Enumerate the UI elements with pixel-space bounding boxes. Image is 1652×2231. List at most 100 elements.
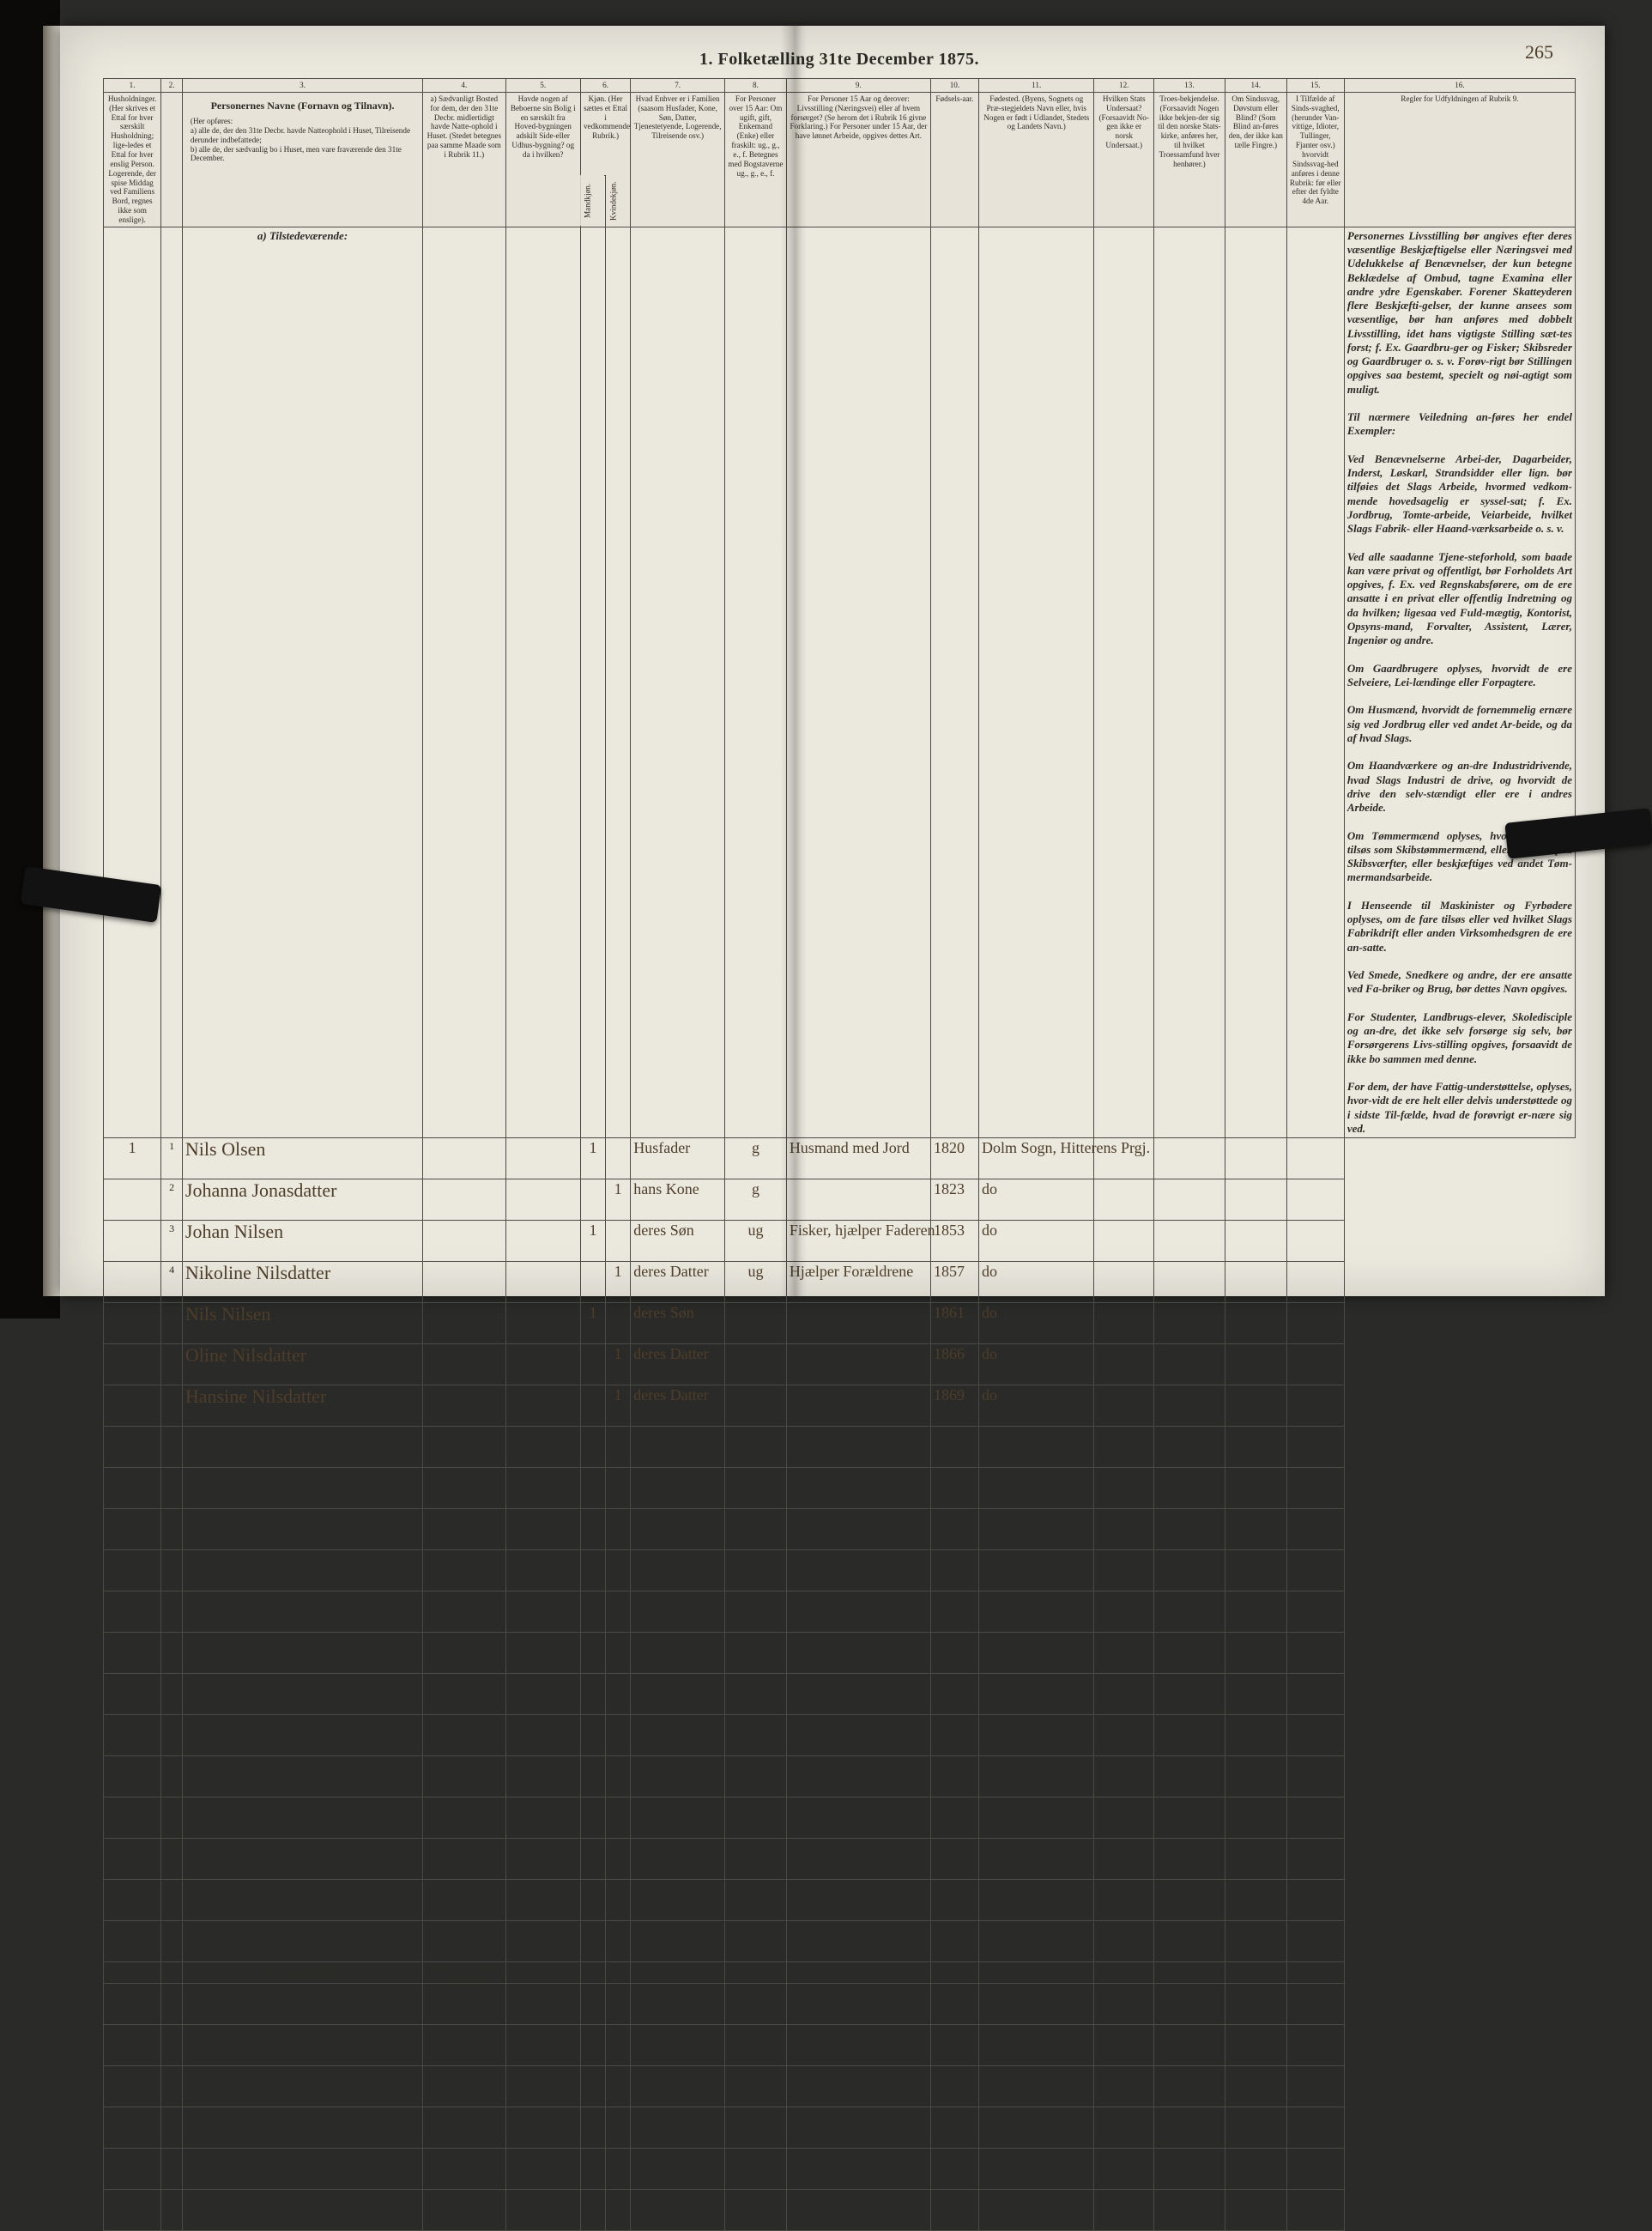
section-a-label: a) Tilstedeværende: Personernes Livsstil… bbox=[104, 227, 1576, 1137]
row-number: 18 bbox=[161, 1839, 183, 1880]
coln-4: 4. bbox=[423, 79, 505, 93]
table-row-empty: 19 bbox=[104, 1880, 1576, 1921]
sex-m bbox=[580, 1344, 605, 1385]
civil: ug bbox=[725, 1262, 787, 1303]
c14 bbox=[1225, 1344, 1286, 1385]
hdr-2 bbox=[161, 92, 183, 227]
civil: ug bbox=[725, 1221, 787, 1262]
hdr-12: Hvilken Stats Undersaat? (Forsaavidt No-… bbox=[1094, 92, 1153, 227]
sex-m bbox=[580, 1179, 605, 1221]
table-row-empty: 17 bbox=[104, 1798, 1576, 1839]
relation: deres Datter bbox=[631, 1262, 725, 1303]
hdr-3: Personernes Navne (Fornavn og Tilnavn). … bbox=[182, 92, 422, 227]
c15 bbox=[1286, 1303, 1344, 1344]
table-row-empty: 20 bbox=[104, 1921, 1576, 1962]
c14 bbox=[1225, 1262, 1286, 1303]
c15 bbox=[1286, 1221, 1344, 1262]
relation: deres Datter bbox=[631, 1344, 725, 1385]
c14 bbox=[1225, 1179, 1286, 1221]
c4 bbox=[423, 1179, 505, 1221]
c4 bbox=[423, 1221, 505, 1262]
row-number: 5 bbox=[161, 1303, 183, 1344]
row-number: 7 bbox=[161, 1385, 183, 1427]
c5 bbox=[505, 1221, 580, 1262]
birth-year: 1857 bbox=[930, 1262, 978, 1303]
page-number: 265 bbox=[1525, 43, 1553, 62]
c5 bbox=[505, 1262, 580, 1303]
hdr-6a: Mandkjøn. bbox=[580, 175, 605, 227]
civil: g bbox=[725, 1138, 787, 1179]
household-num bbox=[104, 1303, 161, 1344]
table-row-empty: 9 bbox=[104, 1468, 1576, 1509]
person-name: Nils Nilsen bbox=[182, 1303, 422, 1344]
table-row-empty: 5 bbox=[104, 2149, 1576, 2190]
occupation: Fisker, hjælper Faderen bbox=[786, 1221, 930, 1262]
household-num bbox=[104, 1221, 161, 1262]
sex-f bbox=[606, 1303, 631, 1344]
hdr-15: I Tilfælde af Sinds-svaghed, (herunder V… bbox=[1286, 92, 1344, 227]
person-name: Johan Nilsen bbox=[182, 1221, 422, 1262]
row-number: 2 bbox=[161, 1179, 183, 1221]
section-a-text: a) Tilstedeværende: bbox=[182, 227, 422, 1137]
person-name: Nils Olsen bbox=[182, 1138, 422, 1179]
household-num bbox=[104, 1385, 161, 1427]
c4 bbox=[423, 1303, 505, 1344]
c13 bbox=[1153, 1262, 1225, 1303]
table-row-empty: 18 bbox=[104, 1839, 1576, 1880]
row-number: 13 bbox=[161, 1633, 183, 1674]
c12 bbox=[1094, 1262, 1153, 1303]
sex-f: 1 bbox=[606, 1262, 631, 1303]
coln-1: 1. bbox=[104, 79, 161, 93]
table-row: 2Johanna Jonasdatter1hans Koneg1823do bbox=[104, 1179, 1576, 1221]
c13 bbox=[1153, 1221, 1225, 1262]
relation: Husfader bbox=[631, 1138, 725, 1179]
row-number: 4 bbox=[161, 2107, 183, 2149]
coln-12: 12. bbox=[1094, 79, 1153, 93]
table-row-empty: 16 bbox=[104, 1756, 1576, 1798]
table-row: 4Nikoline Nilsdatter1deres DatterugHjælp… bbox=[104, 1262, 1576, 1303]
row-number: 17 bbox=[161, 1798, 183, 1839]
c5 bbox=[505, 1385, 580, 1427]
row-number: 1 bbox=[161, 1984, 183, 2025]
birth-year: 1820 bbox=[930, 1138, 978, 1179]
empty-rows-a: 891011121314151617181920 bbox=[104, 1427, 1576, 1962]
c14 bbox=[1225, 1303, 1286, 1344]
coln-3: 3. bbox=[182, 79, 422, 93]
coln-11: 11. bbox=[978, 79, 1094, 93]
c4 bbox=[423, 1262, 505, 1303]
gutter-shadow bbox=[43, 26, 62, 1296]
sex-m bbox=[580, 1385, 605, 1427]
c15 bbox=[1286, 1385, 1344, 1427]
birth-place: Dolm Sogn, Hitterens Prgj. bbox=[978, 1138, 1094, 1179]
sex-m: 1 bbox=[580, 1303, 605, 1344]
household-num bbox=[104, 1262, 161, 1303]
row-number: 6 bbox=[161, 1344, 183, 1385]
hdr-16: Regler for Udfyldningen af Rubrik 9. bbox=[1344, 92, 1575, 227]
c13 bbox=[1153, 1138, 1225, 1179]
section-b-text: b) Fraværende: bbox=[182, 1962, 422, 1984]
household-num: 1 bbox=[104, 1138, 161, 1179]
table-row-empty: 10 bbox=[104, 1509, 1576, 1550]
table-row: 11Nils Olsen1HusfadergHusmand med Jord18… bbox=[104, 1138, 1576, 1179]
relation: deres Datter bbox=[631, 1385, 725, 1427]
birth-place: do bbox=[978, 1221, 1094, 1262]
row-number: 12 bbox=[161, 1591, 183, 1633]
hdr-6: Kjøn. (Her sættes et Ettal i vedkommende… bbox=[580, 92, 630, 175]
c5 bbox=[505, 1344, 580, 1385]
c4 bbox=[423, 1385, 505, 1427]
hdr-6b: Kvindekjøn. bbox=[606, 175, 631, 227]
occupation: Hjælper Forældrene bbox=[786, 1262, 930, 1303]
birth-year: 1869 bbox=[930, 1385, 978, 1427]
row-number: 5 bbox=[161, 2149, 183, 2190]
person-name: Johanna Jonasdatter bbox=[182, 1179, 422, 1221]
c12 bbox=[1094, 1221, 1153, 1262]
table-row: 5Nils Nilsen1deres Søn1861do bbox=[104, 1303, 1576, 1344]
household-num bbox=[104, 1344, 161, 1385]
table-row: 6Oline Nilsdatter1deres Datter1866do bbox=[104, 1344, 1576, 1385]
table-row-empty: 2 bbox=[104, 2025, 1576, 2066]
sex-m: 1 bbox=[580, 1138, 605, 1179]
ledger-page: 265 1. Folketælling 31te December 1875. … bbox=[60, 26, 1605, 1296]
sex-f: 1 bbox=[606, 1385, 631, 1427]
coln-6: 6. bbox=[580, 79, 630, 93]
row-number: 1 bbox=[161, 1138, 183, 1179]
